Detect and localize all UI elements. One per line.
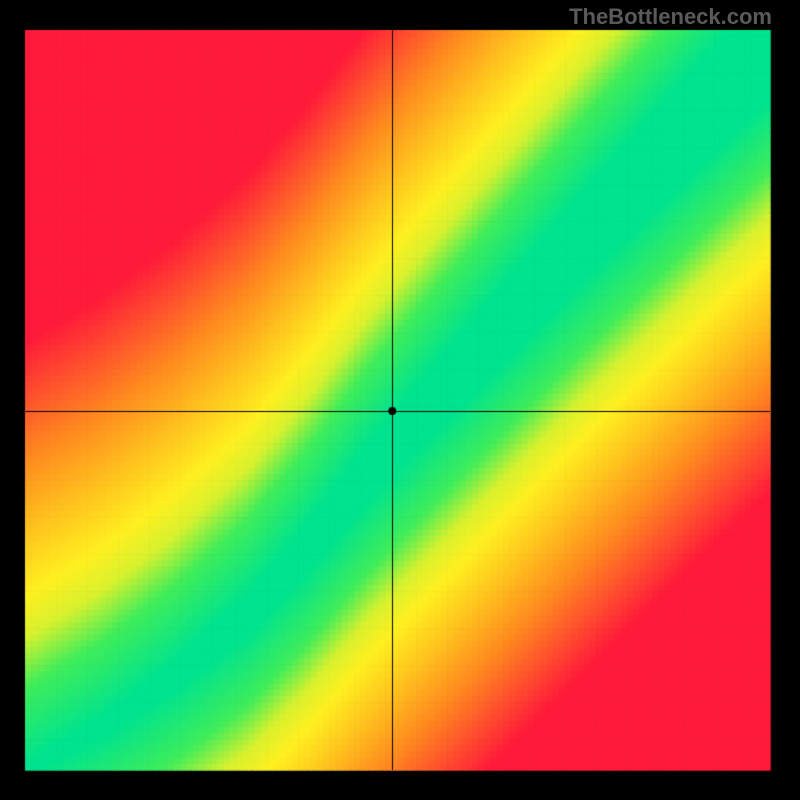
chart-container: TheBottleneck.com [0,0,800,800]
watermark-label: TheBottleneck.com [569,4,772,30]
crosshair-overlay [0,0,800,800]
